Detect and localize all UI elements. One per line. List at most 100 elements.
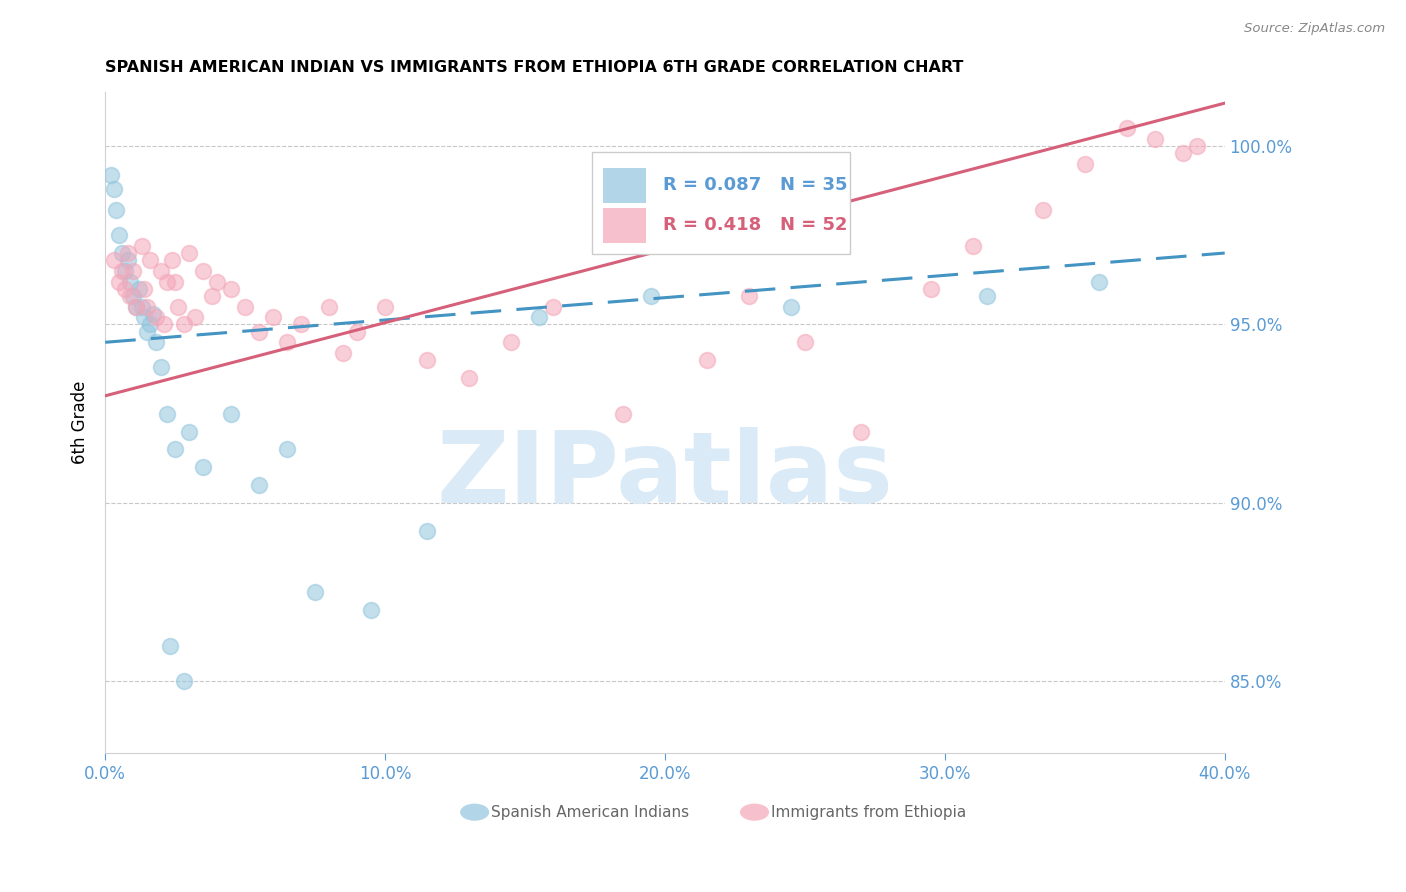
- Point: [290, 318, 312, 332]
- Point: [173, 318, 195, 332]
- Point: [1171, 146, 1194, 161]
- FancyBboxPatch shape: [603, 208, 645, 243]
- Point: [162, 253, 184, 268]
- Point: [276, 442, 298, 457]
- Point: [962, 239, 984, 253]
- Point: [173, 674, 195, 689]
- Point: [849, 425, 872, 439]
- Point: [156, 275, 179, 289]
- Point: [499, 335, 522, 350]
- Point: [976, 289, 998, 303]
- Circle shape: [740, 804, 769, 821]
- Point: [1074, 157, 1097, 171]
- Point: [120, 289, 142, 303]
- Text: ZIPatlas: ZIPatlas: [436, 427, 893, 524]
- Point: [247, 325, 270, 339]
- Point: [156, 407, 179, 421]
- Point: [1032, 203, 1054, 218]
- Point: [153, 318, 176, 332]
- Point: [150, 264, 173, 278]
- Point: [108, 275, 131, 289]
- Point: [205, 275, 228, 289]
- Point: [346, 325, 368, 339]
- Point: [276, 335, 298, 350]
- Text: Immigrants from Ethiopia: Immigrants from Ethiopia: [772, 805, 966, 820]
- Point: [1115, 121, 1137, 136]
- Point: [134, 282, 156, 296]
- Text: R = 0.087   N = 35: R = 0.087 N = 35: [662, 176, 848, 194]
- Point: [117, 253, 139, 268]
- Point: [145, 310, 167, 325]
- Text: Spanish American Indians: Spanish American Indians: [492, 805, 689, 820]
- Point: [122, 264, 145, 278]
- Point: [131, 300, 153, 314]
- Y-axis label: 6th Grade: 6th Grade: [72, 381, 89, 464]
- Point: [780, 300, 803, 314]
- Text: Source: ZipAtlas.com: Source: ZipAtlas.com: [1244, 22, 1385, 36]
- Point: [233, 300, 256, 314]
- Point: [150, 360, 173, 375]
- Point: [1087, 275, 1109, 289]
- Point: [527, 310, 550, 325]
- Point: [114, 282, 136, 296]
- Point: [117, 246, 139, 260]
- Point: [318, 300, 340, 314]
- Point: [416, 353, 439, 368]
- Point: [145, 335, 167, 350]
- Point: [193, 460, 215, 475]
- Point: [165, 442, 187, 457]
- Point: [247, 478, 270, 492]
- Point: [219, 407, 242, 421]
- Point: [165, 275, 187, 289]
- Point: [125, 300, 148, 314]
- Point: [159, 639, 181, 653]
- Point: [360, 603, 382, 617]
- Point: [103, 253, 125, 268]
- Point: [374, 300, 396, 314]
- Point: [416, 524, 439, 539]
- Point: [1185, 139, 1208, 153]
- Point: [103, 182, 125, 196]
- Point: [612, 407, 634, 421]
- Point: [179, 246, 201, 260]
- Point: [184, 310, 207, 325]
- Point: [134, 310, 156, 325]
- Circle shape: [460, 804, 489, 821]
- Text: SPANISH AMERICAN INDIAN VS IMMIGRANTS FROM ETHIOPIA 6TH GRADE CORRELATION CHART: SPANISH AMERICAN INDIAN VS IMMIGRANTS FR…: [105, 60, 963, 75]
- Point: [122, 289, 145, 303]
- FancyBboxPatch shape: [592, 152, 849, 254]
- Point: [131, 239, 153, 253]
- Point: [128, 282, 150, 296]
- Point: [332, 346, 354, 360]
- Point: [920, 282, 942, 296]
- Point: [458, 371, 481, 385]
- Point: [640, 289, 662, 303]
- Point: [262, 310, 284, 325]
- Point: [541, 300, 564, 314]
- Point: [200, 289, 222, 303]
- Point: [105, 203, 128, 218]
- Point: [136, 325, 159, 339]
- FancyBboxPatch shape: [603, 168, 645, 202]
- Point: [108, 228, 131, 243]
- Point: [193, 264, 215, 278]
- Text: R = 0.418   N = 52: R = 0.418 N = 52: [662, 217, 848, 235]
- Point: [696, 353, 718, 368]
- Point: [114, 264, 136, 278]
- Point: [125, 300, 148, 314]
- Point: [139, 253, 162, 268]
- Point: [738, 289, 761, 303]
- Point: [793, 335, 815, 350]
- Point: [111, 246, 134, 260]
- Point: [179, 425, 201, 439]
- Point: [111, 264, 134, 278]
- Point: [304, 585, 326, 599]
- Point: [219, 282, 242, 296]
- Point: [167, 300, 190, 314]
- Point: [120, 275, 142, 289]
- Point: [100, 168, 122, 182]
- Point: [139, 318, 162, 332]
- Point: [136, 300, 159, 314]
- Point: [142, 307, 165, 321]
- Point: [1143, 132, 1166, 146]
